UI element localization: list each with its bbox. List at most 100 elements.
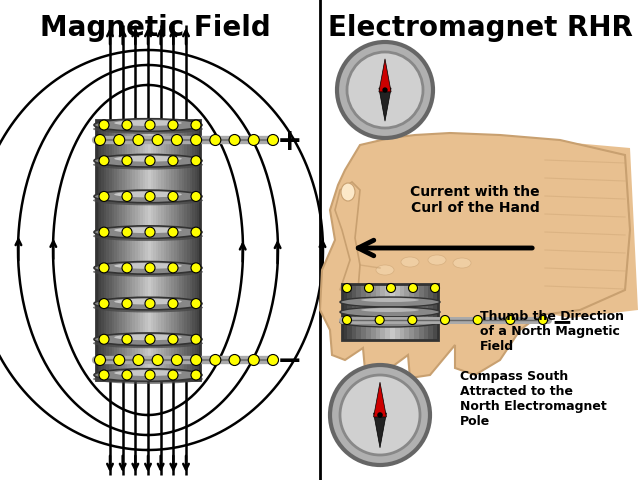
Circle shape: [408, 284, 417, 292]
Bar: [347, 284, 351, 340]
Bar: [125, 120, 127, 380]
Bar: [111, 120, 114, 380]
Bar: [122, 120, 125, 380]
Ellipse shape: [114, 335, 182, 340]
Bar: [419, 284, 424, 340]
Bar: [371, 284, 376, 340]
Ellipse shape: [361, 308, 419, 312]
Circle shape: [168, 263, 178, 273]
Circle shape: [375, 315, 384, 324]
Circle shape: [122, 156, 132, 166]
Circle shape: [168, 370, 178, 380]
Ellipse shape: [94, 262, 202, 274]
Circle shape: [172, 355, 182, 365]
Circle shape: [99, 192, 109, 202]
Ellipse shape: [114, 370, 182, 376]
Bar: [127, 120, 130, 380]
Bar: [390, 284, 395, 340]
Ellipse shape: [114, 227, 182, 233]
Circle shape: [248, 134, 259, 145]
Bar: [414, 284, 419, 340]
Bar: [96, 120, 200, 380]
Circle shape: [440, 315, 449, 324]
Ellipse shape: [93, 160, 203, 169]
Circle shape: [191, 299, 201, 309]
Ellipse shape: [94, 297, 202, 310]
Circle shape: [122, 263, 132, 273]
Text: +: +: [277, 127, 303, 156]
Circle shape: [191, 370, 201, 380]
Circle shape: [387, 284, 396, 292]
Circle shape: [210, 134, 221, 145]
Bar: [145, 120, 148, 380]
Ellipse shape: [93, 338, 203, 348]
Bar: [184, 120, 187, 380]
Circle shape: [229, 355, 240, 365]
Ellipse shape: [401, 257, 419, 267]
Bar: [161, 120, 164, 380]
Ellipse shape: [340, 307, 440, 317]
Circle shape: [99, 370, 109, 380]
Ellipse shape: [428, 255, 446, 265]
Bar: [385, 284, 390, 340]
Bar: [342, 284, 438, 340]
Bar: [351, 284, 356, 340]
Text: Magnetic Field: Magnetic Field: [40, 14, 270, 42]
Ellipse shape: [94, 226, 202, 239]
Circle shape: [145, 156, 155, 166]
Circle shape: [145, 334, 155, 344]
Text: Electromagnet RHR: Electromagnet RHR: [328, 14, 632, 42]
Bar: [150, 120, 153, 380]
Circle shape: [168, 192, 178, 202]
Bar: [182, 120, 184, 380]
Ellipse shape: [93, 124, 203, 134]
Bar: [342, 284, 347, 340]
Bar: [104, 120, 106, 380]
Bar: [395, 284, 399, 340]
Circle shape: [191, 192, 201, 202]
Polygon shape: [379, 59, 391, 92]
Bar: [195, 120, 197, 380]
Bar: [138, 120, 140, 380]
Circle shape: [268, 355, 278, 365]
Ellipse shape: [93, 374, 203, 384]
Bar: [177, 120, 179, 380]
Circle shape: [168, 120, 178, 130]
Circle shape: [191, 227, 201, 237]
Circle shape: [191, 134, 202, 145]
Bar: [179, 120, 182, 380]
Bar: [433, 284, 438, 340]
Ellipse shape: [114, 299, 182, 304]
Ellipse shape: [93, 195, 203, 205]
Ellipse shape: [376, 265, 394, 275]
Bar: [135, 120, 138, 380]
Bar: [366, 284, 371, 340]
Ellipse shape: [453, 258, 471, 268]
Bar: [114, 120, 116, 380]
Circle shape: [168, 299, 178, 309]
Circle shape: [229, 134, 240, 145]
Circle shape: [168, 227, 178, 237]
Ellipse shape: [94, 119, 202, 132]
Bar: [399, 284, 404, 340]
Circle shape: [133, 355, 144, 365]
Text: Thumb the Direction
of a North Magnetic
Field: Thumb the Direction of a North Magnetic …: [480, 310, 624, 353]
Circle shape: [114, 355, 125, 365]
Circle shape: [99, 334, 109, 344]
Polygon shape: [320, 133, 630, 378]
Ellipse shape: [340, 297, 440, 307]
Ellipse shape: [94, 369, 202, 381]
Circle shape: [377, 412, 383, 418]
Ellipse shape: [361, 298, 419, 302]
Circle shape: [342, 315, 351, 324]
Circle shape: [248, 355, 259, 365]
Bar: [109, 120, 111, 380]
Text: −: −: [277, 347, 303, 375]
Bar: [106, 120, 109, 380]
Circle shape: [347, 52, 423, 128]
Text: Compass South
Attracted to the
North Electromagnet
Pole: Compass South Attracted to the North Ele…: [460, 370, 607, 428]
Bar: [116, 120, 120, 380]
Circle shape: [538, 315, 547, 324]
Circle shape: [145, 192, 155, 202]
Bar: [132, 120, 135, 380]
